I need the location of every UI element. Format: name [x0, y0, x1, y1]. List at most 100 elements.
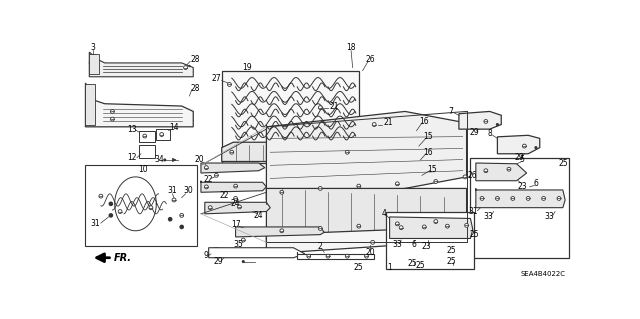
- Text: 10: 10: [138, 165, 148, 174]
- Text: 19: 19: [243, 63, 252, 72]
- Text: 30: 30: [183, 186, 193, 195]
- Text: 21: 21: [330, 101, 339, 111]
- Text: 22: 22: [220, 191, 229, 200]
- Polygon shape: [201, 181, 266, 192]
- Circle shape: [214, 174, 218, 177]
- Circle shape: [465, 224, 468, 227]
- Polygon shape: [390, 217, 473, 239]
- Text: 25: 25: [558, 159, 568, 167]
- Text: 26: 26: [365, 55, 375, 64]
- Text: 9: 9: [204, 251, 209, 260]
- Polygon shape: [497, 135, 540, 154]
- Text: 34: 34: [154, 155, 164, 164]
- Bar: [386, 211, 474, 269]
- Circle shape: [357, 184, 361, 188]
- Text: 16: 16: [423, 148, 433, 157]
- Text: 20: 20: [195, 155, 204, 164]
- Bar: [86, 165, 197, 246]
- Circle shape: [396, 182, 399, 186]
- Circle shape: [495, 197, 499, 200]
- Circle shape: [208, 206, 212, 210]
- Circle shape: [184, 66, 188, 70]
- Polygon shape: [90, 54, 99, 74]
- Text: 29: 29: [514, 153, 524, 162]
- Text: FR.: FR.: [114, 253, 132, 263]
- Text: 6: 6: [534, 179, 538, 188]
- Circle shape: [526, 197, 530, 200]
- Text: 2: 2: [318, 242, 323, 251]
- Circle shape: [371, 241, 374, 244]
- Text: 25: 25: [354, 263, 364, 272]
- Polygon shape: [266, 111, 467, 200]
- Text: 12: 12: [127, 153, 136, 162]
- Text: 33: 33: [483, 212, 493, 221]
- Text: 35: 35: [233, 240, 243, 249]
- Circle shape: [242, 260, 245, 263]
- Circle shape: [280, 229, 284, 233]
- Polygon shape: [205, 202, 270, 214]
- Polygon shape: [86, 85, 95, 124]
- Circle shape: [396, 222, 399, 226]
- Text: 20: 20: [365, 248, 375, 257]
- Circle shape: [111, 109, 115, 113]
- Text: 4: 4: [382, 209, 387, 218]
- Text: 24: 24: [254, 211, 264, 220]
- Circle shape: [237, 205, 241, 209]
- Circle shape: [480, 197, 484, 200]
- Text: 3: 3: [91, 43, 95, 52]
- Text: 33: 33: [392, 240, 402, 249]
- Polygon shape: [266, 219, 467, 254]
- Circle shape: [118, 210, 122, 213]
- Circle shape: [372, 122, 376, 126]
- Polygon shape: [266, 189, 467, 242]
- Circle shape: [463, 175, 467, 179]
- Text: 23: 23: [517, 182, 527, 191]
- Text: 31: 31: [168, 186, 177, 195]
- Circle shape: [168, 217, 172, 221]
- Text: 13: 13: [127, 125, 136, 134]
- Text: 28: 28: [191, 55, 200, 64]
- Text: 24: 24: [231, 199, 241, 208]
- Polygon shape: [140, 145, 155, 158]
- Text: SEA4B4022C: SEA4B4022C: [520, 271, 565, 277]
- Polygon shape: [86, 83, 193, 127]
- Text: 29: 29: [214, 257, 223, 266]
- Text: 7: 7: [449, 107, 454, 116]
- Text: 21: 21: [383, 118, 393, 128]
- Circle shape: [188, 65, 191, 67]
- Text: 33: 33: [545, 212, 555, 221]
- Polygon shape: [209, 248, 305, 258]
- Circle shape: [227, 83, 232, 86]
- Circle shape: [541, 197, 545, 200]
- Text: 16: 16: [419, 117, 429, 126]
- Circle shape: [109, 202, 113, 206]
- Circle shape: [507, 167, 511, 171]
- Circle shape: [99, 194, 103, 198]
- Polygon shape: [156, 129, 170, 140]
- Circle shape: [318, 187, 322, 190]
- Circle shape: [172, 198, 176, 202]
- Circle shape: [149, 206, 153, 210]
- Circle shape: [179, 225, 184, 229]
- Text: 25: 25: [470, 230, 479, 239]
- Text: 29: 29: [470, 128, 479, 137]
- Circle shape: [318, 226, 322, 230]
- Polygon shape: [140, 131, 155, 142]
- Polygon shape: [476, 189, 565, 208]
- Text: 6: 6: [412, 240, 417, 249]
- Polygon shape: [201, 163, 265, 173]
- Text: 25: 25: [408, 259, 417, 268]
- Text: 31: 31: [468, 207, 477, 216]
- Circle shape: [204, 185, 208, 189]
- Polygon shape: [459, 111, 501, 129]
- Circle shape: [234, 197, 237, 200]
- Circle shape: [346, 254, 349, 258]
- Bar: [470, 158, 569, 258]
- Circle shape: [357, 224, 361, 228]
- Text: 1: 1: [387, 263, 392, 272]
- Text: 15: 15: [427, 165, 436, 174]
- Circle shape: [522, 144, 526, 148]
- Circle shape: [318, 106, 322, 109]
- Circle shape: [422, 225, 426, 229]
- Circle shape: [163, 159, 166, 161]
